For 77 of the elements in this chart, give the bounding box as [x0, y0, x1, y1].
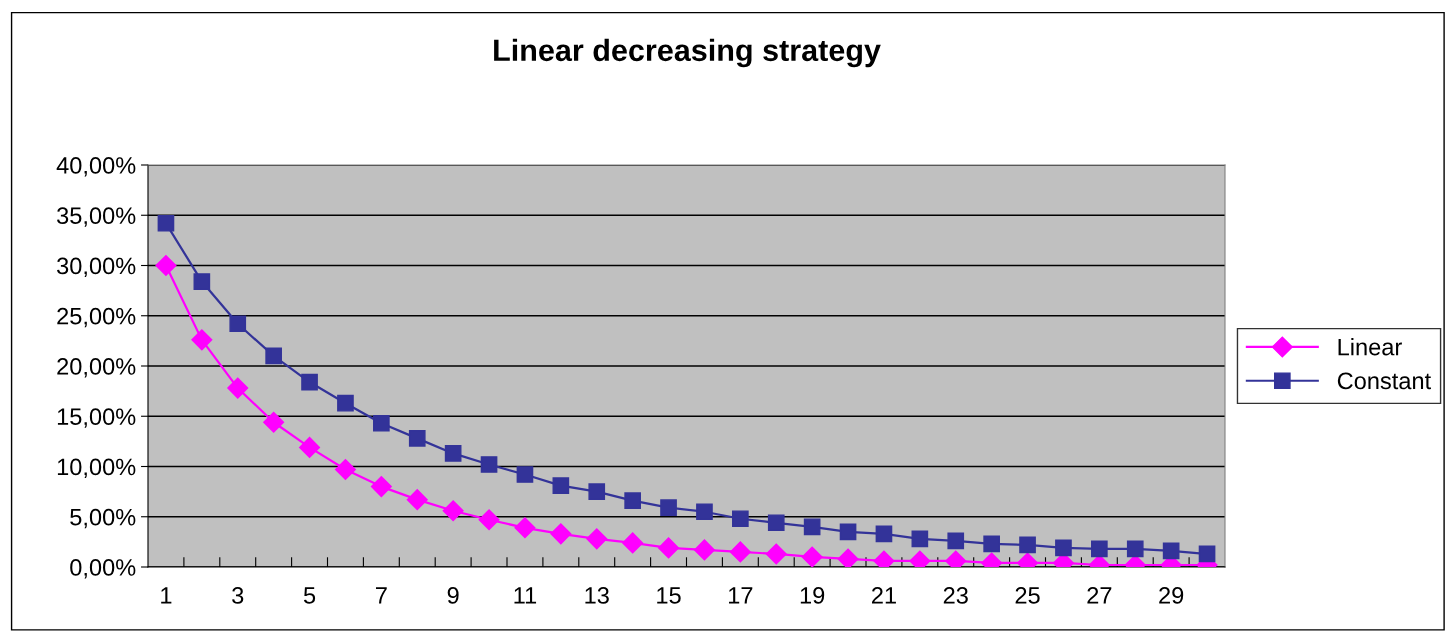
- x-tick-label: 3: [232, 587, 244, 604]
- point: [299, 436, 321, 458]
- point: [801, 546, 823, 567]
- point: [1126, 540, 1144, 558]
- point: [696, 503, 713, 521]
- point: [693, 539, 715, 561]
- point: [729, 541, 751, 563]
- point: [442, 500, 464, 522]
- point: [550, 523, 572, 545]
- point: [947, 532, 965, 550]
- y-tick-label: 5,00%: [70, 508, 136, 529]
- point: [263, 411, 285, 433]
- point: [839, 523, 857, 541]
- point: [983, 535, 1000, 553]
- point: [622, 532, 644, 554]
- x-tick-label: 11: [514, 587, 537, 604]
- legend-label: Constant: [1337, 372, 1431, 390]
- point: [370, 476, 392, 498]
- point: [516, 466, 534, 483]
- point: [155, 254, 177, 277]
- point: [911, 530, 929, 548]
- x-tick-label: 19: [800, 587, 825, 604]
- x-tick-label: 27: [1087, 587, 1112, 604]
- point: [265, 347, 282, 365]
- point: [373, 414, 390, 432]
- x-tick-label: 23: [943, 587, 968, 604]
- point: [837, 548, 859, 567]
- point: [1055, 539, 1072, 557]
- x-tick-label: 21: [872, 587, 896, 604]
- point: [337, 394, 354, 412]
- y-tick-label: 0,00%: [70, 559, 136, 579]
- point: [514, 517, 536, 539]
- x-tick-label: 1: [161, 587, 172, 604]
- point: [334, 458, 356, 481]
- chart-title: Linear decreasing strategy: [494, 38, 881, 68]
- y-tick-label: 35,00%: [57, 207, 136, 227]
- point: [732, 510, 749, 528]
- point: [660, 499, 677, 517]
- point: [191, 329, 213, 351]
- point: [1019, 536, 1036, 554]
- x-tick-label: 13: [585, 587, 609, 604]
- x-tick-label: 25: [1015, 587, 1040, 604]
- point: [157, 214, 175, 232]
- point: [588, 483, 606, 500]
- legend-label: Linear: [1338, 338, 1402, 356]
- y-tick-label: 15,00%: [57, 408, 136, 428]
- point: [478, 509, 500, 531]
- point: [229, 315, 247, 333]
- point: [586, 528, 608, 550]
- point: [193, 273, 211, 290]
- point: [1198, 545, 1216, 563]
- y-tick-label: 40,00%: [56, 157, 136, 177]
- y-tick-label: 20,00%: [57, 358, 136, 378]
- point: [480, 456, 498, 473]
- point: [803, 518, 821, 536]
- point: [765, 543, 787, 565]
- y-tick-label: 10,00%: [57, 458, 136, 479]
- point: [767, 514, 785, 532]
- point: [658, 537, 680, 559]
- point: [875, 525, 893, 543]
- x-tick-label: 5: [303, 587, 316, 604]
- x-tick-label: 7: [376, 587, 387, 604]
- x-tick-label: 29: [1159, 587, 1184, 604]
- point: [1091, 540, 1108, 558]
- point: [1162, 542, 1180, 560]
- y-tick-label: 25,00%: [57, 307, 136, 328]
- point: [301, 373, 318, 391]
- point: [624, 492, 641, 510]
- x-tick-label: 9: [447, 587, 459, 604]
- point: [408, 430, 426, 447]
- point: [444, 445, 462, 462]
- y-tick-label: 30,00%: [57, 257, 136, 278]
- x-tick-label: 17: [729, 587, 753, 604]
- x-tick-label: 15: [657, 587, 681, 604]
- point: [406, 489, 428, 511]
- point: [552, 477, 570, 494]
- point: [227, 377, 249, 399]
